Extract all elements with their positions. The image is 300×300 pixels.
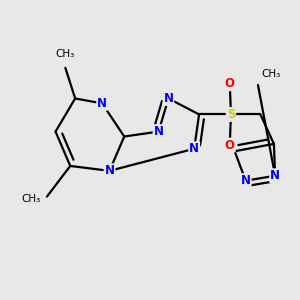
Text: O: O <box>225 77 235 90</box>
Text: N: N <box>97 97 107 110</box>
Text: N: N <box>270 169 280 182</box>
Text: O: O <box>225 139 235 152</box>
Text: N: N <box>154 125 164 138</box>
Text: N: N <box>241 174 251 187</box>
Text: N: N <box>189 142 199 155</box>
Text: CH₃: CH₃ <box>21 194 40 204</box>
Text: CH₃: CH₃ <box>262 69 281 79</box>
Text: S: S <box>227 108 235 121</box>
Text: CH₃: CH₃ <box>56 49 75 59</box>
Text: N: N <box>164 92 173 105</box>
Text: N: N <box>104 164 115 177</box>
